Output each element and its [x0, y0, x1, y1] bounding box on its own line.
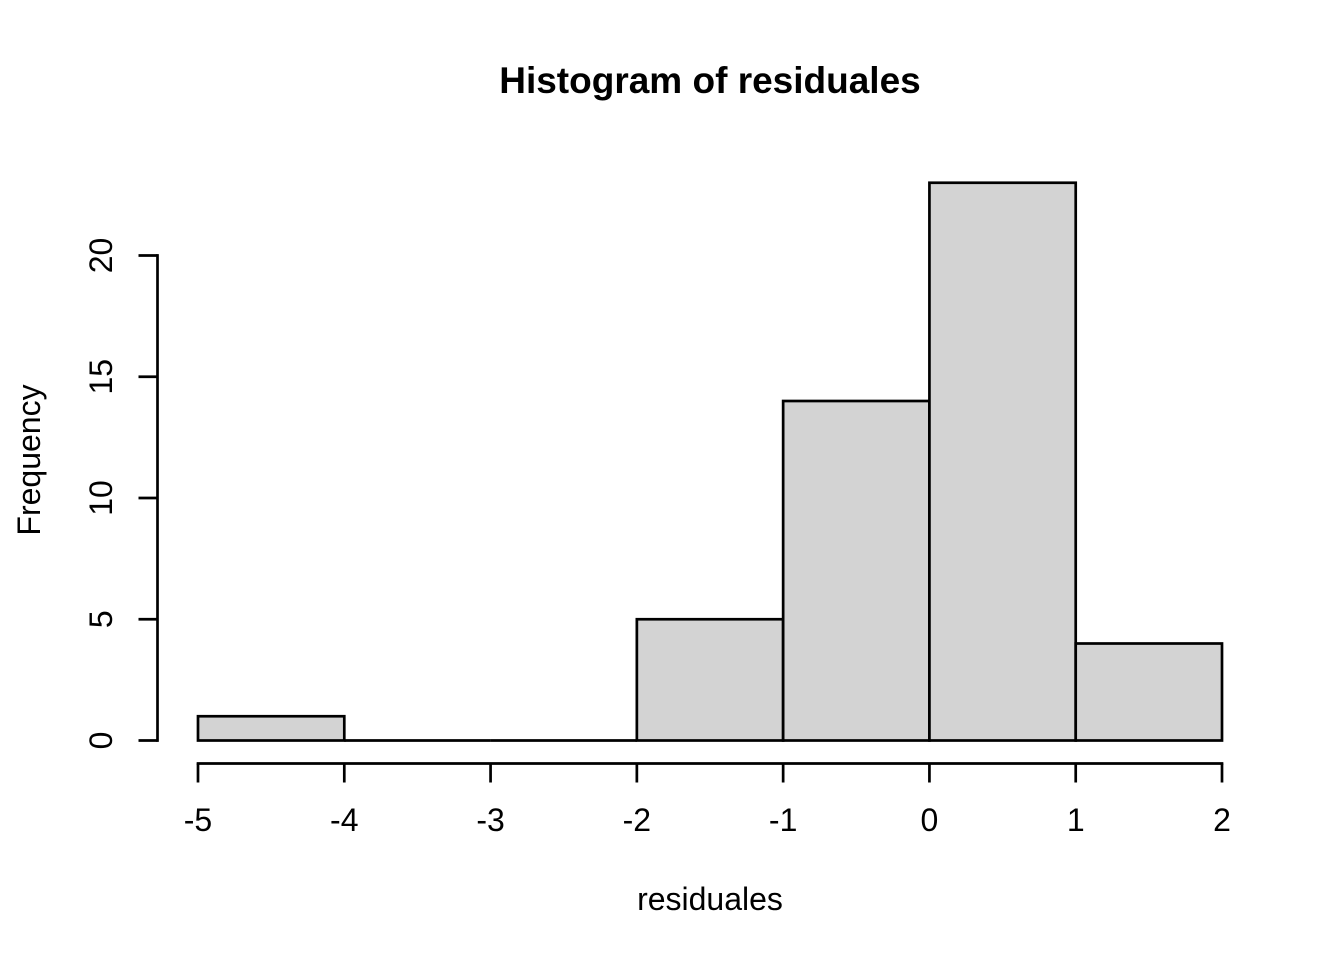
y-axis-label: Frequency	[11, 384, 47, 535]
histogram-bar-6	[1074, 642, 1224, 742]
y-tick-label-10: 10	[83, 480, 119, 516]
histogram-bar-5	[928, 181, 1078, 742]
histogram-bar-0	[196, 714, 346, 742]
x-axis-label: residuales	[637, 881, 783, 917]
histogram-bar-3	[635, 617, 785, 742]
y-tick-label-20: 20	[83, 238, 119, 274]
y-tick-label-5: 5	[83, 610, 119, 628]
x-tick-label-0: 0	[921, 802, 939, 838]
x-tick-label-2: 2	[1213, 802, 1231, 838]
x-tick-label--3: -3	[476, 802, 504, 838]
histogram-bar-4	[781, 399, 931, 742]
x-tick-label-1: 1	[1067, 802, 1085, 838]
x-tick-label--1: -1	[769, 802, 797, 838]
x-tick-label--2: -2	[623, 802, 651, 838]
y-tick-label-0: 0	[83, 732, 119, 750]
plot-layer: 0 5 10 15 20 -5 -4 -3 -2 -1 0 1 2	[83, 181, 1231, 838]
y-tick-label-15: 15	[83, 359, 119, 395]
x-tick-label--4: -4	[330, 802, 358, 838]
x-tick-label--5: -5	[184, 802, 212, 838]
chart-title: Histogram of residuales	[499, 60, 921, 101]
